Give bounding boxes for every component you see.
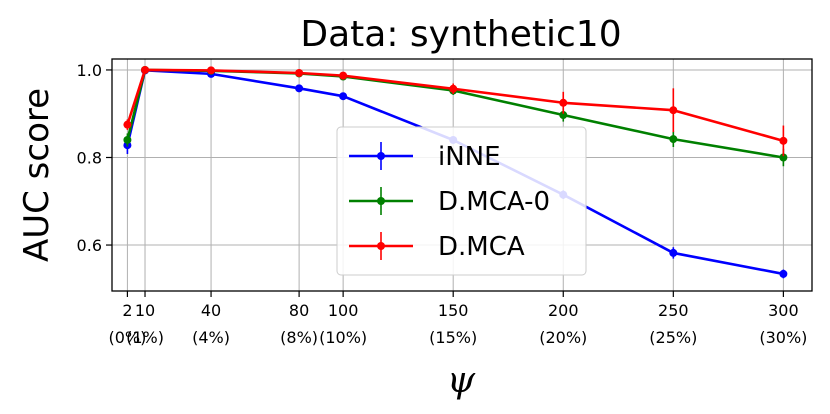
x-tick-label: 200 [548,301,579,320]
x-tick-label: 2 [122,301,132,320]
x-tick-label-pct: (30%) [759,328,807,347]
x-tick-label: 100 [328,301,359,320]
x-tick-label-pct: (0%) [108,328,146,347]
x-axis-label: ψ [447,360,476,401]
data-point-d-mca [123,120,132,129]
data-point-d-mca-0 [559,111,568,120]
data-point-d-mca [669,106,678,115]
x-tick-label-pct: (4%) [192,328,230,347]
data-point-d-mca-0 [123,135,132,144]
x-tick-label: 300 [768,301,799,320]
series-d-mca [123,65,788,157]
plot-area-frame [111,58,813,292]
data-point-d-mca [449,84,458,93]
x-tick-label-pct: (15%) [429,328,477,347]
data-point-d-mca [141,65,150,74]
x-tick-label: 80 [289,301,309,320]
x-tick-label: 150 [438,301,469,320]
legend-marker-d-mca-0 [377,197,385,205]
chart-title: Data: synthetic10 [300,14,621,55]
data-point-d-mca-0 [669,135,678,144]
x-tick-label: 40 [201,301,221,320]
legend: iNNE D.MCA-0 D.MCA [336,126,587,276]
legend-box [336,126,587,276]
data-point-inne [669,248,678,257]
legend-marker-d-mca [377,242,385,250]
data-point-inne [779,269,788,278]
x-tick-label-pct: (25%) [649,328,697,347]
legend-marker-inne [377,152,385,160]
data-point-inne [295,84,304,93]
y-axis-label: AUC score [17,88,57,262]
data-point-d-mca [779,136,788,145]
x-tick-label-pct: (10%) [319,328,367,347]
data-point-d-mca [295,69,304,78]
data-point-d-mca [559,98,568,107]
legend-label-d-mca-0: D.MCA-0 [438,187,550,217]
data-point-d-mca [339,71,348,80]
y-tick-label: 0.8 [77,148,102,167]
x-tick-label: 250 [658,301,689,320]
ticks: 2 (0%) 10 (1%) 40 (4%) 80 (8%) 100 (10%) 150 (15%) 2… [77,61,808,347]
legend-label-d-mca: D.MCA [438,232,525,262]
x-tick-label-pct: (8%) [280,328,318,347]
data-point-d-mca-0 [779,153,788,162]
y-tick-label: 1.0 [77,61,102,80]
x-tick-label: 10 [135,301,155,320]
x-tick-label-pct: (1%) [126,328,164,347]
data-point-d-mca [207,66,216,75]
y-tick-label: 0.6 [77,236,102,255]
legend-label-inne: iNNE [438,142,501,172]
x-tick-label-pct: (20%) [539,328,587,347]
data-point-inne [339,92,348,101]
